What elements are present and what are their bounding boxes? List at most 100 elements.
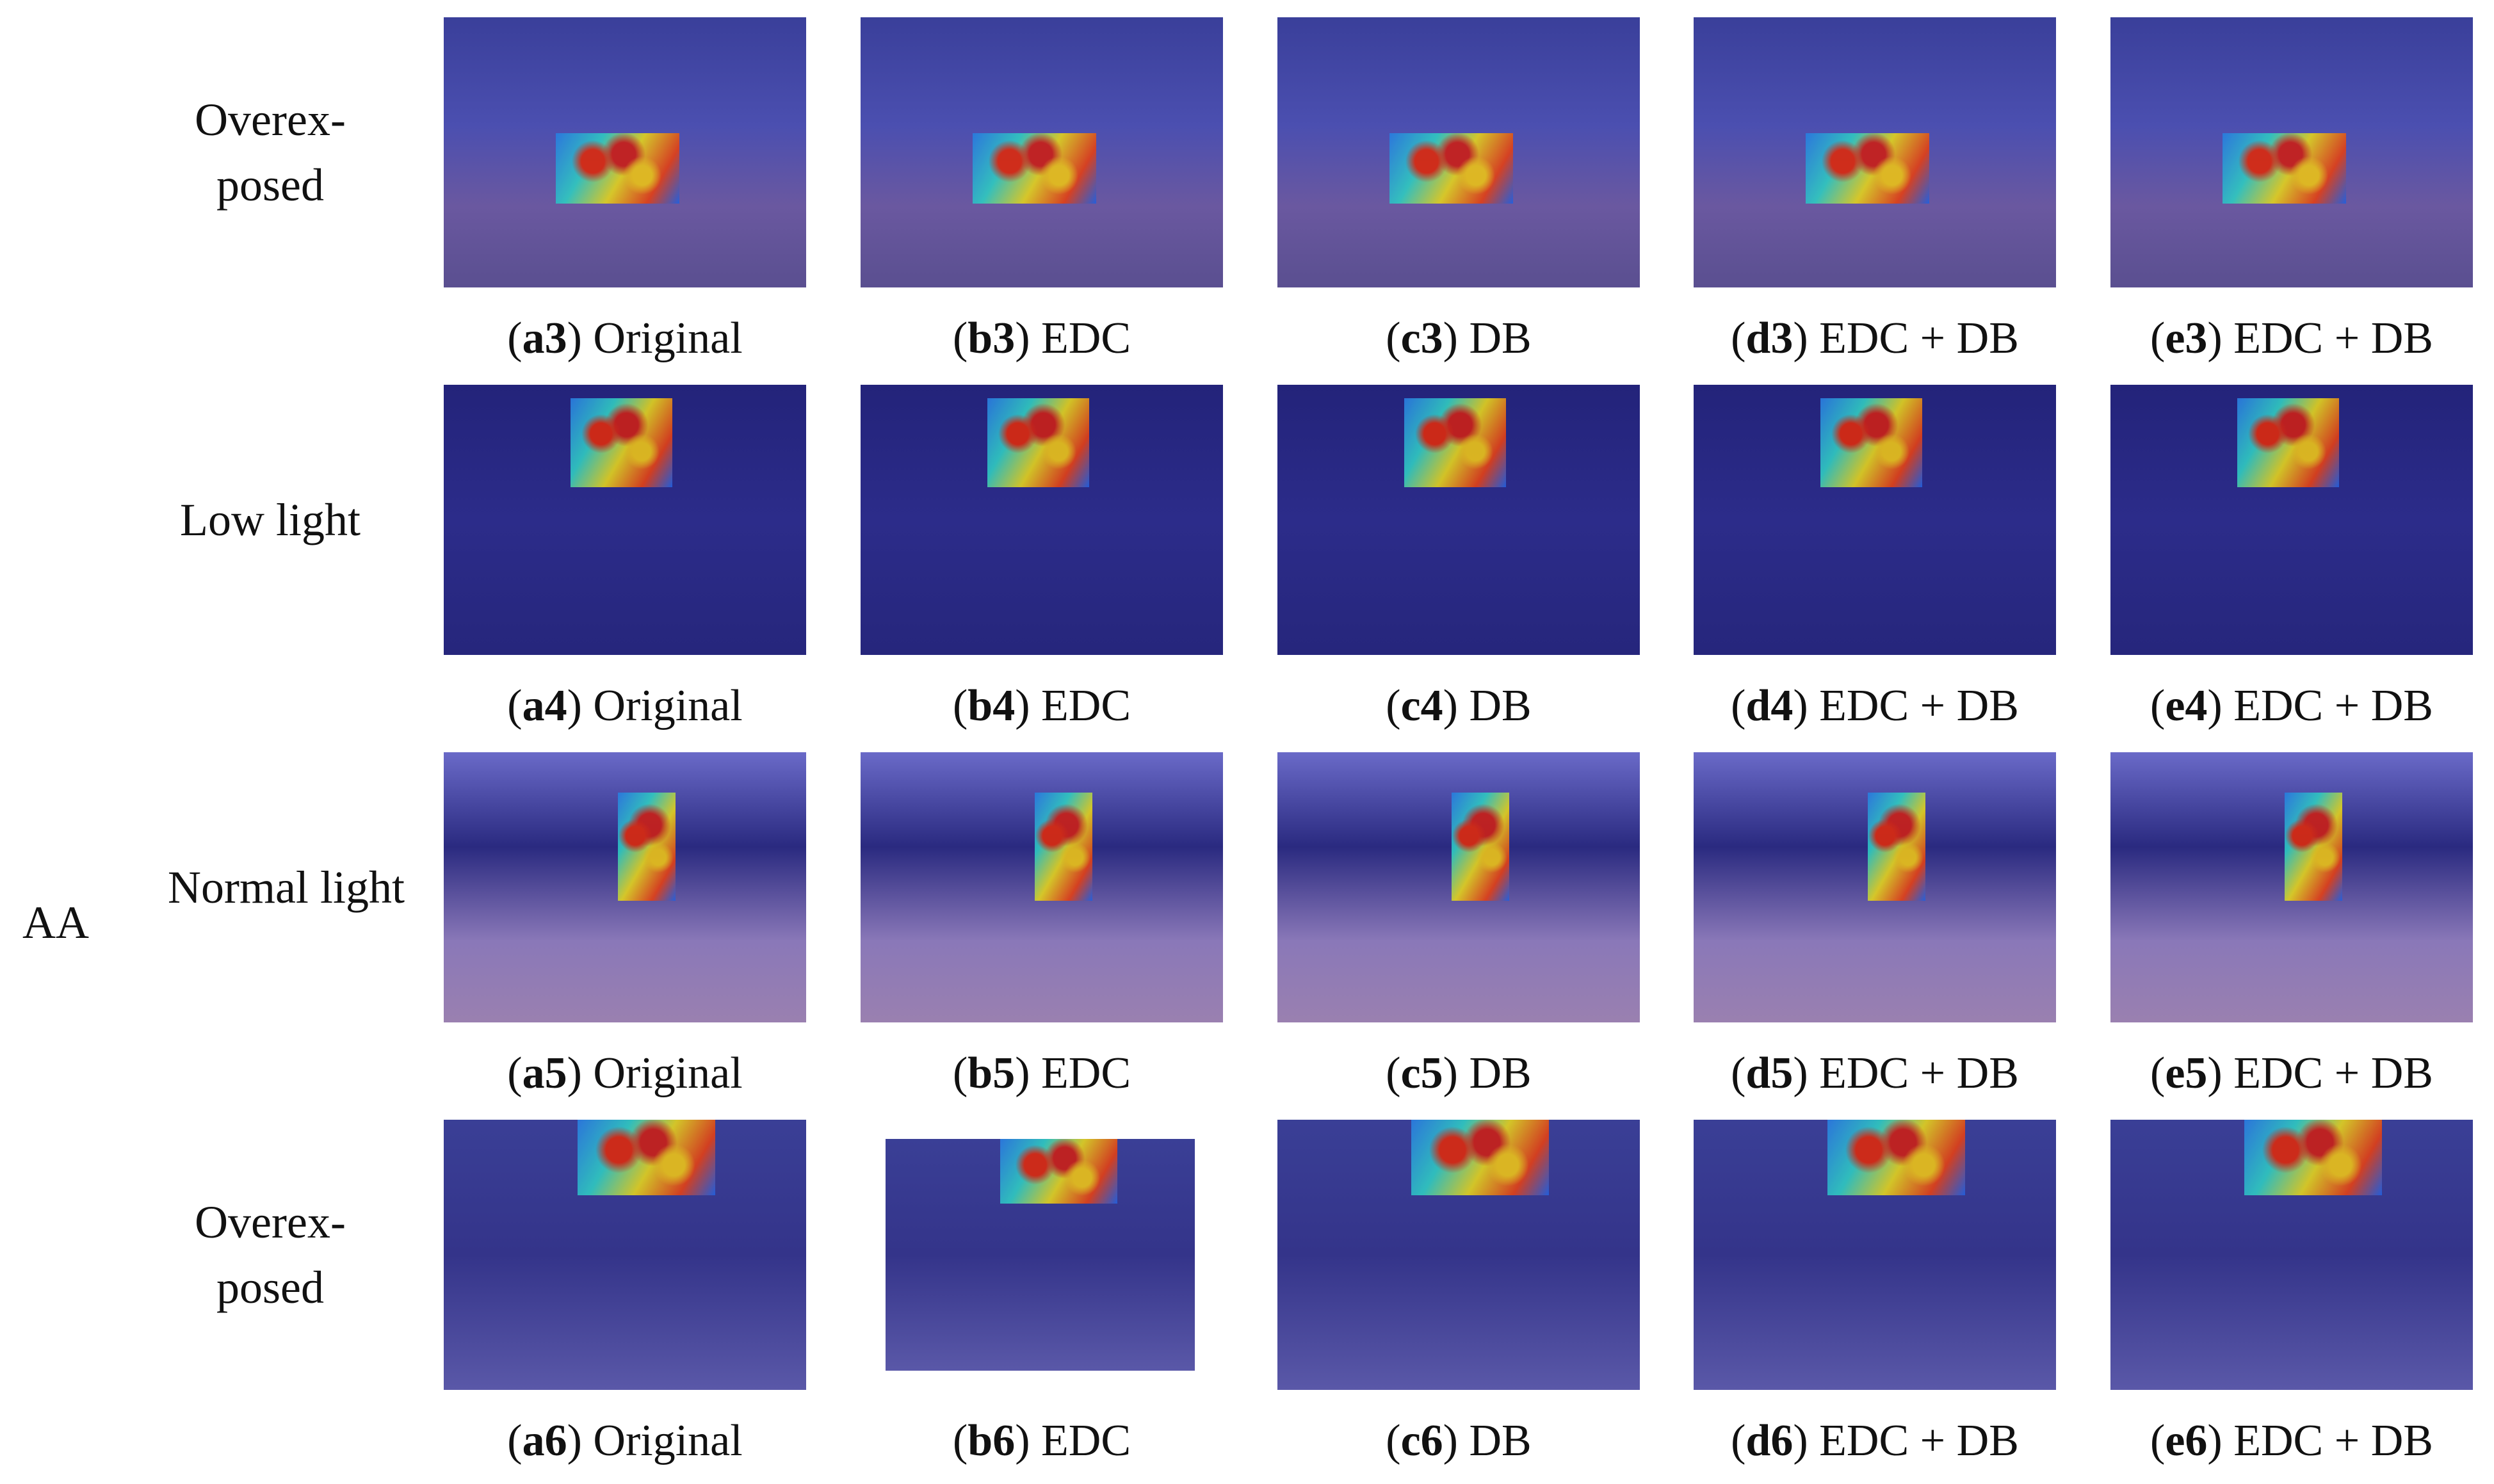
caption-part: ) Original <box>567 314 743 363</box>
caption-part: ) EDC + DB <box>1793 681 2019 730</box>
caption-part: ( <box>507 1049 522 1098</box>
cam-image <box>1694 17 2056 287</box>
cam-image <box>444 385 806 655</box>
caption-part: ( <box>2150 1049 2166 1098</box>
caption-part: b4 <box>968 681 1016 730</box>
row-label: Normal light <box>168 862 405 913</box>
caption: (c6) DB <box>1386 1415 1531 1467</box>
heatmap <box>1411 1120 1550 1196</box>
heatmap <box>1820 398 1922 488</box>
caption-part: ) EDC + DB <box>1793 314 2019 363</box>
caption: (d4) EDC + DB <box>1731 681 2019 732</box>
cam-image <box>444 752 806 1022</box>
caption-part: ( <box>952 1049 968 1098</box>
caption: (b5) EDC <box>953 1048 1131 1099</box>
caption-part: b3 <box>968 314 1016 363</box>
caption-part: ) Original <box>567 1416 743 1465</box>
cam-image <box>1694 1120 2056 1390</box>
caption-part: b5 <box>968 1049 1016 1098</box>
cam-image <box>1694 385 2056 655</box>
caption-part: c4 <box>1400 681 1443 730</box>
heatmap <box>1034 793 1093 901</box>
caption: (c3) DB <box>1386 313 1531 364</box>
caption-part: ( <box>952 1416 968 1465</box>
cam-image <box>861 17 1223 287</box>
caption-part: ( <box>2150 314 2166 363</box>
caption-part: ( <box>507 681 522 730</box>
caption-part: ) DB <box>1443 681 1532 730</box>
cam-image <box>2110 752 2473 1022</box>
caption-part: e5 <box>2165 1049 2208 1098</box>
heatmap <box>2284 793 2343 901</box>
cam-image <box>861 385 1223 655</box>
caption-part: ( <box>507 314 522 363</box>
caption: (a3) Original <box>507 313 742 364</box>
caption-part: ( <box>1386 681 1401 730</box>
caption: (e3) EDC + DB <box>2150 313 2433 364</box>
cam-image <box>444 17 806 287</box>
caption-part: ( <box>507 1416 522 1465</box>
caption: (e6) EDC + DB <box>2150 1415 2433 1467</box>
heatmap <box>578 1120 716 1196</box>
caption-part: ( <box>952 681 968 730</box>
cam-image <box>1277 385 1640 655</box>
heatmap <box>2223 133 2346 204</box>
caption-part: ) EDC <box>1015 681 1131 730</box>
cam-image <box>2110 385 2473 655</box>
caption-part: ) EDC + DB <box>2207 1049 2433 1098</box>
caption-part: ( <box>1386 314 1401 363</box>
caption-part: ( <box>1386 1049 1401 1098</box>
caption-part: ( <box>1731 1416 1746 1465</box>
caption-part: ) EDC <box>1015 1049 1131 1098</box>
caption-part: ( <box>1731 1049 1746 1098</box>
heatmap <box>556 133 679 204</box>
caption-part: ) EDC + DB <box>1793 1416 2019 1465</box>
cam-image <box>861 752 1223 1022</box>
cam-image <box>1694 752 2056 1022</box>
caption: (c5) DB <box>1386 1048 1531 1099</box>
caption: (b4) EDC <box>953 681 1131 732</box>
heatmap <box>617 793 676 901</box>
caption-part: ) Original <box>567 1049 743 1098</box>
cam-image <box>444 1120 806 1390</box>
heatmap <box>2237 398 2339 488</box>
caption-part: ) EDC + DB <box>2207 681 2433 730</box>
caption-part: a5 <box>522 1049 567 1098</box>
caption-part: a4 <box>522 681 567 730</box>
caption: (b6) EDC <box>953 1415 1131 1467</box>
caption-part: ) DB <box>1443 1416 1532 1465</box>
caption-part: c5 <box>1400 1049 1443 1098</box>
caption-part: ( <box>1731 314 1746 363</box>
caption: (a4) Original <box>507 681 742 732</box>
row-label: Overex- posed <box>195 1197 346 1313</box>
caption: (e4) EDC + DB <box>2150 681 2433 732</box>
caption-part: ( <box>1386 1416 1401 1465</box>
cam-image <box>1277 1120 1640 1390</box>
caption-part: d4 <box>1745 681 1794 730</box>
caption: (d5) EDC + DB <box>1731 1048 2019 1099</box>
heatmap <box>1451 793 1510 901</box>
cam-image <box>886 1139 1195 1371</box>
caption-part: e6 <box>2165 1416 2208 1465</box>
caption-part: ) EDC + DB <box>2207 1416 2433 1465</box>
caption-part: d3 <box>1745 314 1794 363</box>
heatmap <box>571 398 672 488</box>
caption: (d3) EDC + DB <box>1731 313 2019 364</box>
caption: (d6) EDC + DB <box>1731 1415 2019 1467</box>
caption-part: b6 <box>968 1416 1016 1465</box>
group-label: AA <box>22 897 89 948</box>
caption-part: e4 <box>2165 681 2208 730</box>
heatmap <box>1827 1120 1966 1196</box>
caption-part: ) Original <box>567 681 743 730</box>
caption-part: ( <box>2150 1416 2166 1465</box>
heatmap <box>1404 398 1506 488</box>
caption-part: ) DB <box>1443 1049 1532 1098</box>
caption-part: ) DB <box>1443 314 1532 363</box>
caption-part: ( <box>1731 681 1746 730</box>
caption-part: ) EDC <box>1015 1416 1131 1465</box>
caption-part: a3 <box>522 314 567 363</box>
caption-part: ( <box>2150 681 2166 730</box>
cam-image <box>1277 752 1640 1022</box>
heatmap <box>987 398 1089 488</box>
